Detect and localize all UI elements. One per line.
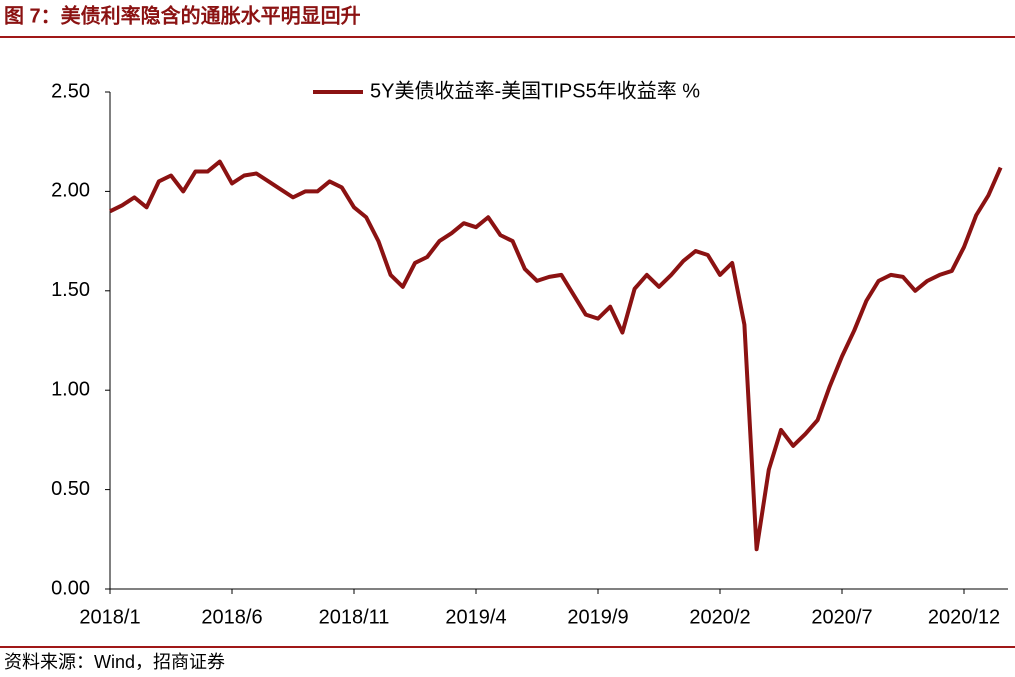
x-tick-label: 2018/1	[79, 606, 140, 628]
x-tick-label: 2019/4	[445, 606, 506, 628]
x-tick-label: 2020/12	[928, 606, 1000, 628]
y-tick-label: 1.00	[51, 378, 90, 400]
x-tick-label: 2018/11	[319, 606, 390, 628]
x-tick-label: 2020/2	[689, 606, 750, 628]
x-tick-label: 2018/6	[201, 606, 262, 628]
y-tick-label: 0.00	[51, 577, 90, 599]
y-tick-label: 2.50	[51, 80, 90, 102]
x-tick-label: 2019/9	[567, 606, 628, 628]
x-tick-label: 2020/7	[811, 606, 872, 628]
line-series	[109, 159, 1003, 552]
chart-title: 图 7：美债利率隐含的通胀水平明显回升	[4, 3, 361, 27]
source: 资料来源：Wind，招商证券	[4, 652, 225, 672]
legend-label: 5Y美债收益率-美国TIPS5年收益率 %	[370, 79, 700, 102]
y-tick-label: 1.50	[51, 279, 90, 301]
y-tick-label: 2.00	[51, 180, 90, 202]
y-tick-label: 0.50	[51, 478, 90, 500]
